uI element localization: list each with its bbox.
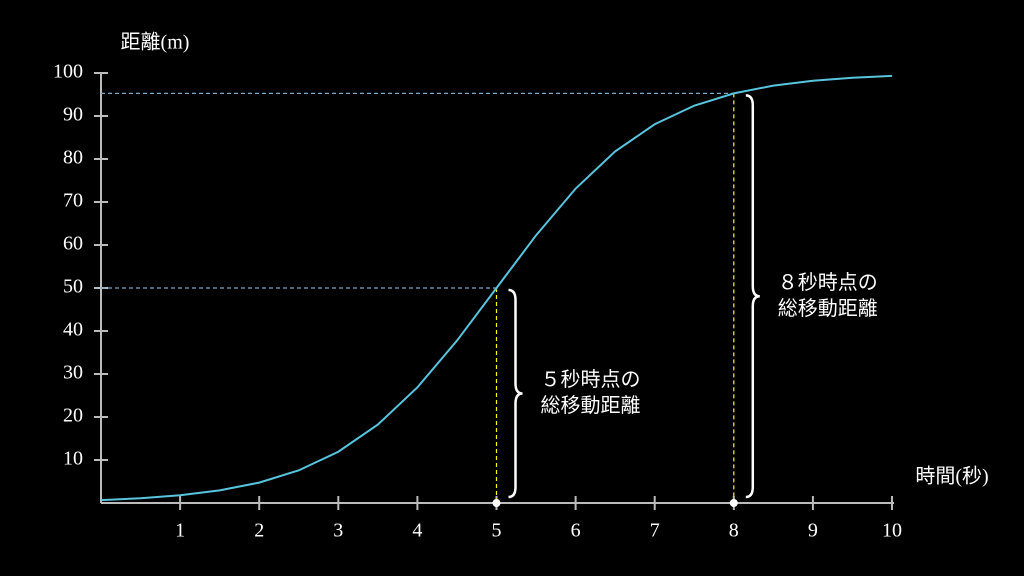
annotation-text: ８秒時点の [778, 271, 878, 294]
x-tick-label: 6 [571, 520, 581, 542]
annotation-text: 総移動距離 [778, 297, 878, 320]
brace [508, 288, 523, 499]
x-tick-label: 9 [808, 520, 818, 542]
x-marker [729, 499, 738, 507]
x-tick-label: 5 [492, 520, 502, 542]
y-tick-label: 90 [63, 104, 83, 126]
x-tick-label: 10 [882, 520, 902, 542]
brace [745, 94, 760, 499]
y-tick-label: 30 [63, 362, 83, 384]
annotation-text: ５秒時点の [541, 368, 641, 391]
annotation-text: 総移動距離 [541, 394, 641, 417]
x-marker [492, 499, 501, 507]
x-axis-label: 時間(秒) [915, 465, 988, 488]
x-tick-label: 7 [650, 520, 660, 542]
y-tick-label: 20 [63, 405, 83, 427]
x-tick-label: 4 [412, 520, 422, 542]
y-tick-label: 70 [63, 190, 83, 212]
y-tick-label: 40 [63, 319, 83, 341]
x-tick-label: 3 [333, 520, 343, 542]
x-tick-label: 1 [175, 520, 185, 542]
y-tick-label: 60 [63, 233, 83, 255]
y-tick-label: 10 [63, 448, 83, 470]
y-tick-label: 80 [63, 147, 83, 169]
data-line [100, 74, 893, 502]
y-tick-label: 100 [53, 61, 83, 83]
y-tick-label: 50 [63, 276, 83, 298]
x-tick-label: 2 [254, 520, 264, 542]
x-tick-label: 8 [729, 520, 739, 542]
y-axis-label: 距離(m) [121, 31, 190, 54]
